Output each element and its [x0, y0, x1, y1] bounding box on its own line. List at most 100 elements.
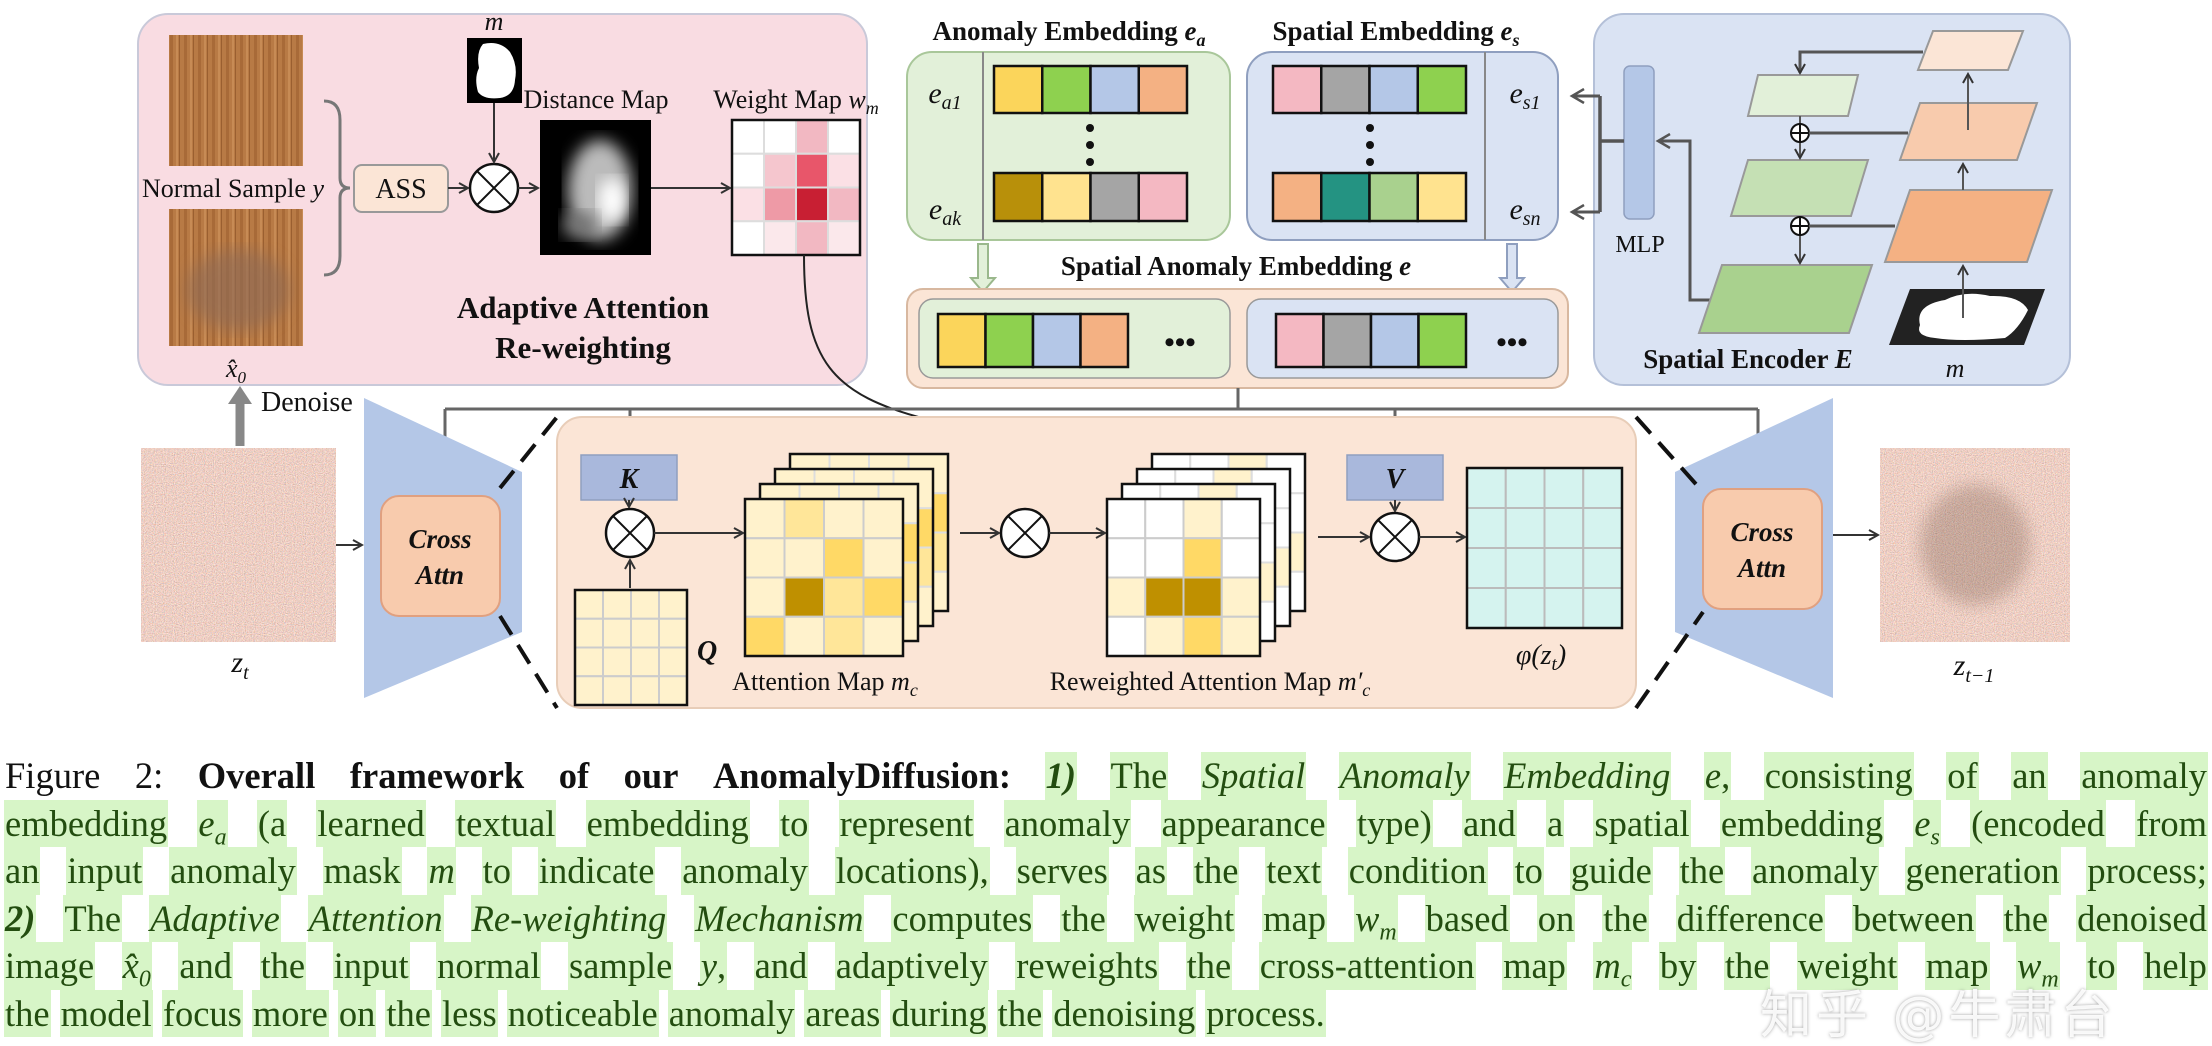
phi-cell: [1466, 507, 1507, 549]
phi-cell: [1543, 587, 1585, 629]
attention-map-cell: [744, 537, 786, 579]
caption-math: x̂0: [121, 942, 152, 991]
attention-map-cell: [1106, 537, 1147, 579]
mask-label: m: [485, 7, 504, 36]
embedding-row-anomaly: [936, 312, 1130, 369]
attention-map-cell: [783, 576, 825, 618]
attention-map-stack: [743, 452, 950, 658]
embedding-token: [1271, 171, 1323, 223]
embedding-row-spatial: [1274, 312, 1468, 369]
v-block: [1346, 454, 1444, 501]
embedding-token: [1369, 312, 1420, 369]
caption-text: Mechanism: [694, 894, 865, 942]
caption-text: represent: [838, 799, 975, 847]
attention-map-cell: [862, 576, 904, 618]
attention-map-cell: [1106, 498, 1147, 540]
phi-cell: [1543, 547, 1585, 589]
v-label: V: [1386, 464, 1407, 495]
caption-text: 2:: [134, 755, 164, 796]
caption-text: our: [623, 755, 679, 796]
caption-text: Overall: [197, 755, 316, 796]
caption-text: Adaptive: [149, 894, 281, 942]
caption-text: less: [440, 989, 498, 1037]
anomaly-embedding-title: Anomaly Embedding ea: [932, 16, 1205, 50]
q-cell: [602, 646, 632, 678]
embedding-row-ea1: [992, 64, 1189, 115]
caption-text: Anomaly: [1338, 752, 1471, 800]
weight-map-cell: [731, 220, 765, 256]
attention-map-cell: [744, 498, 786, 540]
caption-text: the: [259, 942, 307, 990]
embedding-token: [1368, 171, 1419, 223]
figure-caption: Figure 2: Overall framework of our AnomalyDiff…: [4, 752, 2208, 1037]
phi-cell: [1504, 507, 1546, 549]
esn-label: esn: [1509, 193, 1540, 230]
caption-math: mc: [1593, 942, 1633, 991]
caption-text: anomaly: [1003, 799, 1132, 847]
spatial-embedding-title: Spatial Embedding es: [1272, 16, 1519, 50]
phi-cell: [1466, 547, 1507, 589]
caption-text: to: [481, 847, 513, 895]
down-arrow-icon: [1497, 243, 1527, 294]
x0-hat-label: x̂0: [225, 354, 247, 387]
embedding-token: [1031, 312, 1082, 369]
caption-line: embedding ea (a learned textual embedding to re…: [4, 799, 2208, 849]
embedding-token: [1137, 171, 1189, 223]
caption-text: spatial: [1593, 799, 1691, 847]
caption-text: Attention: [307, 894, 444, 942]
caption-line: Figure 2: Overall framework of our AnomalyDiff…: [4, 752, 2208, 800]
weight-map-label: Weight Map wm: [713, 85, 878, 118]
ellipsis: •••: [1496, 326, 1528, 359]
phi-cell: [1504, 467, 1546, 509]
attention-map-cell: [1182, 537, 1223, 579]
caption-text: weight: [1133, 894, 1236, 942]
caption-text: the: [1678, 847, 1726, 895]
caption-line: 2) The Adaptive Attention Re-weighting Mechan…: [4, 894, 2208, 944]
caption-text: anomaly: [169, 847, 297, 895]
caption-text: (a: [256, 799, 288, 847]
caption-math: y,: [699, 942, 728, 990]
attention-map-cell: [1220, 498, 1261, 540]
caption-text: model: [59, 989, 153, 1037]
denoised-image: [169, 209, 303, 346]
feature-map: [1883, 189, 2054, 263]
vertical-ellipsis-icon: [1366, 124, 1374, 166]
q-cell: [658, 646, 688, 678]
caption-text: input: [332, 942, 410, 990]
caption-text: reweights: [1015, 942, 1160, 990]
caption-text: as: [1134, 847, 1168, 895]
q-cell: [658, 617, 688, 649]
caption-text: locations),: [834, 847, 990, 895]
aar-title-line2: Re-weighting: [495, 330, 671, 365]
attention-map-cell: [862, 615, 904, 657]
caption-text: 2): [4, 894, 37, 942]
zt-label: zt: [230, 646, 249, 684]
weight-map-cell: [763, 152, 797, 189]
q-cell: [630, 617, 660, 649]
q-cell: [630, 675, 660, 706]
embedding-token: [1137, 64, 1189, 115]
caption-text: 1): [1044, 752, 1078, 800]
embedding-token: [1416, 64, 1468, 115]
caption-text: generation: [1904, 847, 2061, 895]
adaptive-attention-reweighting-panel: Normal Sample y ASS m Distance Map Weigh…: [137, 7, 879, 387]
q-cell: [630, 589, 660, 620]
caption-text: denoising: [1052, 989, 1197, 1037]
caption-text: based: [1424, 894, 1510, 942]
k-label: K: [619, 464, 641, 495]
caption-text: guide: [1569, 847, 1653, 895]
feature-map: [1898, 102, 2039, 161]
caption-text: noticeable: [506, 989, 659, 1037]
caption-text: map: [1924, 942, 1990, 990]
caption-text: and: [178, 942, 234, 990]
weight-map-cell: [795, 119, 829, 155]
cross-attn-label: Attn: [1736, 553, 1786, 583]
caption-math: es: [1913, 799, 1941, 849]
ea1-label: ea1: [928, 77, 961, 114]
spatial-anomaly-embedding-title: Spatial Anomaly Embedding e: [1061, 251, 1411, 281]
cross-attn-label: Attn: [414, 560, 464, 590]
caption-text: the: [1723, 942, 1771, 990]
caption-text: Re-weighting: [470, 894, 668, 942]
attention-map-label: Attention Map mc: [732, 667, 918, 700]
phi-cell: [1582, 587, 1623, 629]
